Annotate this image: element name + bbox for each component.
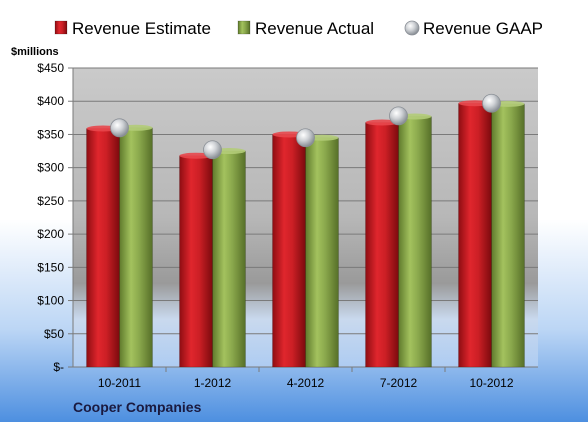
x-axis-ticks: 10-2011 1-2012 4-2012 7-2012 10-2012	[98, 367, 514, 390]
legend-label: Revenue Estimate	[72, 19, 211, 38]
y-axis-ticks: $- $50 $100 $150 $200 $250 $300 $350 $400 $450	[37, 61, 73, 374]
revenue-actual-bar	[491, 103, 525, 368]
revenue-actual-bar	[212, 150, 246, 368]
y-axis-label: $millions	[11, 46, 59, 58]
revenue-estimate-bar	[272, 134, 306, 368]
company-label: Cooper Companies	[73, 399, 202, 415]
legend-swatch-actual	[237, 20, 251, 35]
x-tick-label: 4-2012	[287, 376, 325, 390]
y-tick-label: $450	[37, 61, 64, 75]
x-tick-label: 1-2012	[194, 376, 232, 390]
y-tick-label: $350	[37, 127, 64, 141]
y-tick-label: $150	[37, 260, 64, 274]
y-tick-label: $250	[37, 194, 64, 208]
revenue-actual-bar	[119, 127, 153, 368]
y-tick-label: $50	[44, 327, 64, 341]
x-tick-label: 7-2012	[380, 376, 418, 390]
revenue-gaap-marker	[389, 106, 408, 126]
revenue-actual-bar	[305, 137, 339, 368]
revenue-gaap-marker	[203, 140, 222, 160]
revenue-estimate-bar-top	[365, 119, 399, 126]
revenue-gaap-marker	[482, 93, 501, 113]
gaap-markers	[110, 93, 501, 160]
revenue-gaap-marker	[296, 128, 315, 148]
x-tick-label: 10-2012	[469, 376, 513, 390]
bars	[86, 100, 525, 368]
revenue-estimate-bar	[365, 122, 399, 368]
revenue-estimate-bar	[458, 102, 492, 368]
legend-label: Revenue GAAP	[423, 19, 543, 38]
y-tick-label: $-	[53, 360, 64, 374]
legend-swatch-gaap	[404, 20, 420, 36]
y-tick-label: $400	[37, 94, 64, 108]
revenue-gaap-marker	[110, 118, 129, 138]
y-tick-label: $300	[37, 161, 64, 175]
revenue-estimate-bar	[179, 155, 213, 368]
revenue-actual-bar	[398, 116, 432, 368]
x-tick-label: 10-2011	[98, 376, 141, 390]
legend-swatch-estimate	[54, 20, 68, 35]
y-tick-label: $100	[37, 294, 64, 308]
legend: Revenue Estimate Revenue Actual Revenue GA…	[54, 19, 543, 38]
y-tick-label: $200	[37, 227, 64, 241]
revenue-estimate-bar	[86, 128, 120, 368]
legend-label: Revenue Actual	[255, 19, 374, 38]
